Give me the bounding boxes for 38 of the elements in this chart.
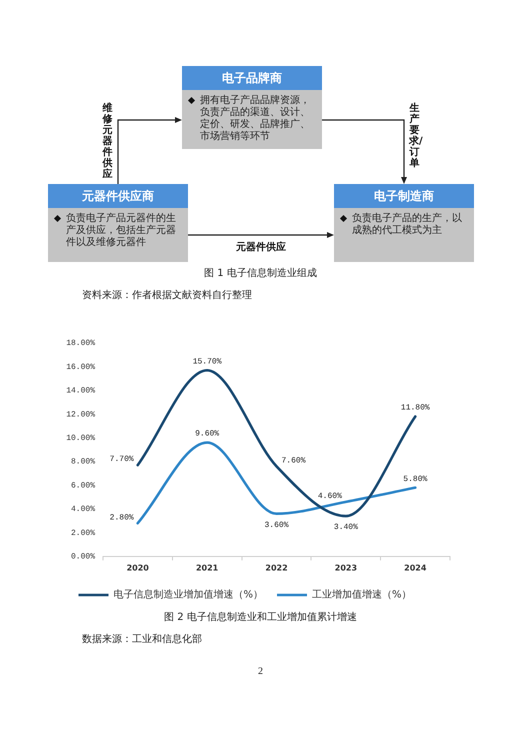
data-label: 7.60%: [282, 456, 306, 466]
data-label: 4.60%: [318, 492, 342, 501]
legend-label: 电子信息制造业增加值增速（%）: [114, 588, 264, 601]
data-label: 7.70%: [110, 455, 134, 464]
y-tick-label: 16.00%: [66, 362, 96, 372]
y-tick-label: 2.00%: [70, 528, 96, 538]
text: 维修元器件供应: [102, 103, 113, 180]
text: 图 1 电子信息制造业组成: [203, 266, 318, 280]
y-tick-label: 0.00%: [70, 552, 96, 562]
text: 资料来源：作者根据文献资料自行整理: [82, 288, 252, 302]
y-tick-label: 14.00%: [66, 386, 96, 396]
text: 2: [257, 666, 264, 677]
data-label: 15.70%: [192, 357, 222, 366]
category-label: 元器件供应商: [48, 184, 188, 208]
y-tick-label: 4.00%: [70, 505, 96, 514]
data-label: 3.60%: [264, 520, 289, 530]
data-label: 2.80%: [110, 513, 134, 522]
data-label: 9.60%: [195, 430, 220, 439]
x-tick-label: 2021: [196, 563, 219, 572]
text: 元器件供应: [235, 240, 287, 254]
data-label: 3.40%: [334, 523, 358, 532]
y-tick-label: 8.00%: [70, 458, 96, 467]
category-label: 电子品牌商: [182, 66, 322, 90]
y-tick-label: 10.00%: [66, 434, 96, 443]
y-tick-label: 6.00%: [70, 481, 96, 490]
x-tick-label: 2020: [126, 563, 150, 572]
x-tick-label: 2023: [334, 563, 358, 572]
source-note: 数据来源：工业和信息化部: [82, 632, 202, 646]
x-tick-label: 2022: [265, 563, 288, 572]
legend-label: 工业增加值增速（%）: [312, 588, 412, 601]
data-label: 5.80%: [403, 474, 428, 484]
text: 生产要求/订单: [409, 103, 423, 169]
y-tick-label: 18.00%: [66, 339, 96, 348]
x-tick-label: 2024: [404, 563, 427, 572]
category-label: 电子制造商: [334, 184, 474, 208]
y-tick-label: 12.00%: [66, 410, 96, 420]
text: 图 2 电子信息制造业和工业增加值累计增速: [163, 610, 358, 624]
data-label: 11.80%: [400, 404, 430, 413]
